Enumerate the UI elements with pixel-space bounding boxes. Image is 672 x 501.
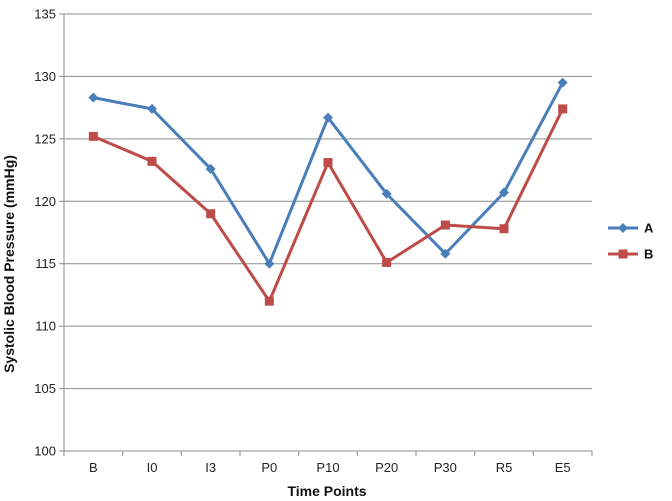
x-tick-label: I0 [147, 460, 158, 475]
y-tick-label: 135 [34, 7, 56, 22]
data-point [440, 248, 451, 259]
data-point [205, 163, 216, 174]
data-point [323, 158, 333, 168]
data-point [557, 77, 568, 88]
data-point [147, 156, 157, 166]
series [88, 77, 568, 306]
data-point [88, 92, 99, 103]
data-point [323, 112, 333, 123]
data-point [382, 257, 392, 267]
data-point [558, 104, 568, 114]
data-point [206, 209, 216, 219]
x-tick-label: R5 [496, 460, 513, 475]
series-B [88, 104, 568, 306]
legend-entry: B [608, 247, 653, 262]
x-tick-label: I3 [205, 460, 216, 475]
y-tick-label: 105 [34, 381, 56, 396]
gridlines [64, 13, 592, 390]
legend-entry: A [608, 221, 654, 236]
y-tick-label: 115 [35, 256, 56, 271]
data-point [88, 131, 98, 141]
data-point [264, 258, 275, 269]
legend-marker [618, 223, 628, 233]
x-tick-label: B [89, 460, 98, 475]
data-point [147, 103, 157, 114]
x-tick-label: P30 [434, 460, 457, 475]
x-tick-label: P10 [316, 460, 339, 475]
legend-label: B [644, 247, 653, 262]
y-axis-title: Systolic Blood Pressure (mmHg) [1, 155, 17, 373]
data-point [499, 224, 509, 234]
y-tick-label: 130 [34, 69, 56, 84]
y-tick-label: 100 [34, 444, 56, 459]
data-point [499, 187, 509, 198]
legend-marker [618, 249, 628, 259]
series-A [88, 77, 568, 269]
y-tick-label: 125 [34, 131, 56, 146]
legend: AB [608, 221, 654, 262]
data-point [381, 188, 392, 199]
y-tick-label: 120 [34, 194, 56, 209]
tick-labels: 100 105 110 115 120 125 130 135 B I0 I3 P0 P10 P20 P30… [34, 7, 570, 476]
legend-label: A [644, 221, 654, 236]
data-point [440, 220, 450, 230]
x-tick-label: P0 [261, 460, 277, 475]
x-tick-label: P20 [375, 460, 398, 475]
x-axis-title: Time Points [287, 483, 366, 499]
axes [59, 13, 593, 456]
y-tick-label: 110 [35, 319, 56, 334]
x-tick-label: E5 [555, 460, 571, 475]
data-point [264, 296, 274, 306]
